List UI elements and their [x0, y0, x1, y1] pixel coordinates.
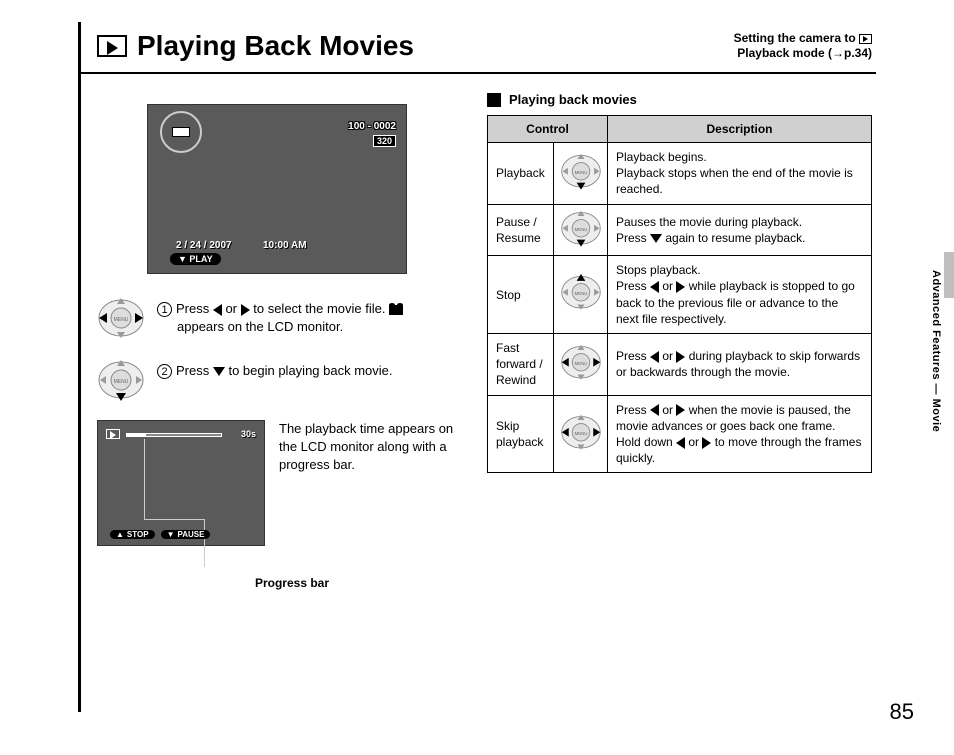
quality-badge: 320 — [373, 135, 396, 147]
duration-text: 30s — [241, 429, 256, 439]
control-name: Playback — [488, 143, 554, 205]
pause-pill: ▼ PAUSE — [161, 530, 211, 539]
control-name: Stop — [488, 256, 554, 334]
table-row: Skip playback Press or when the movie is … — [488, 395, 872, 473]
right-arrow-icon — [241, 304, 250, 316]
progress-fill — [126, 433, 146, 437]
control-icon — [554, 143, 608, 205]
callout-line — [204, 519, 205, 567]
table-row: Pause / Resume Pauses the movie during pl… — [488, 204, 872, 256]
callout-line — [144, 519, 204, 520]
table-row: Fast forward / Rewind Press or during pla… — [488, 334, 872, 396]
left-arrow-icon — [213, 304, 222, 316]
page-number: 85 — [890, 699, 914, 725]
control-name: Skip playback — [488, 395, 554, 473]
side-tab — [944, 252, 954, 298]
control-description: Pauses the movie during playback.Press a… — [608, 204, 872, 256]
control-description: Press or during playback to skip forward… — [608, 334, 872, 396]
control-description: Stops playback.Press or while playback i… — [608, 256, 872, 334]
control-name: Pause / Resume — [488, 204, 554, 256]
side-chapter-label: Advanced Features — Movie — [930, 270, 942, 432]
nav-pad-icon — [97, 296, 145, 340]
page-title: Playing Back Movies — [137, 30, 414, 62]
table-row: Stop Stops playback.Press or while playba… — [488, 256, 872, 334]
lcd-screen-1: 100 - 0002 320 2 / 24 / 2007 10:00 AM ▼ … — [147, 104, 407, 274]
step-1: 1Press or to select the movie file. appe… — [97, 296, 457, 340]
control-icon — [554, 256, 608, 334]
control-description: Press or when the movie is paused, the m… — [608, 395, 872, 473]
col-header-control: Control — [488, 116, 608, 143]
title-block: Playing Back Movies — [97, 30, 414, 62]
step-number: 1 — [157, 302, 172, 317]
table-row: Playback Playback begins.Playback stops w… — [488, 143, 872, 205]
callout-line — [144, 439, 145, 519]
section-heading: Playing back movies — [487, 92, 872, 107]
play-label: PLAY — [189, 254, 212, 264]
mode-badge-icon — [172, 127, 190, 137]
control-icon — [554, 395, 608, 473]
lcd2-row: 30s ▲ STOP ▼ PAUSE The playback time app… — [97, 420, 457, 546]
down-arrow-icon — [213, 367, 225, 376]
lcd-bottom-bar: ▲ STOP ▼ PAUSE — [110, 530, 210, 539]
content-columns: 100 - 0002 320 2 / 24 / 2007 10:00 AM ▼ … — [81, 74, 876, 590]
page-subtitle: Setting the camera to Playback mode (→p.… — [734, 31, 876, 62]
control-name: Fast forward / Rewind — [488, 334, 554, 396]
control-description: Playback begins.Playback stops when the … — [608, 143, 872, 205]
step-2-text: 2Press to begin playing back movie. — [157, 358, 393, 380]
lcd-screen-2: 30s ▲ STOP ▼ PAUSE — [97, 420, 265, 546]
control-icon — [554, 204, 608, 256]
subtitle-line1: Setting the camera to — [734, 31, 859, 45]
progress-bar-label: Progress bar — [127, 576, 457, 590]
playback-small-icon — [859, 34, 872, 44]
right-column: Playing back movies Control Description … — [487, 92, 872, 590]
controls-table: Control Description Playback Playback beg… — [487, 115, 872, 473]
frame-counter: 100 - 0002 — [348, 121, 396, 132]
lcd-date: 2 / 24 / 2007 — [176, 240, 232, 251]
play-small-icon — [106, 429, 120, 439]
step-number: 2 — [157, 364, 172, 379]
square-bullet-icon — [487, 93, 501, 107]
control-icon — [554, 334, 608, 396]
lcd-play-pill: ▼ PLAY — [170, 253, 221, 265]
step-1-text: 1Press or to select the movie file. appe… — [157, 296, 403, 336]
stop-pill: ▲ STOP — [110, 530, 155, 539]
lcd2-caption: The playback time appears on the LCD mon… — [279, 420, 455, 475]
section-title: Playing back movies — [509, 92, 637, 107]
page-header: Playing Back Movies Setting the camera t… — [81, 22, 876, 74]
lcd-time: 10:00 AM — [263, 240, 307, 251]
nav-pad-icon — [97, 358, 145, 402]
movie-icon — [389, 305, 403, 315]
col-header-description: Description — [608, 116, 872, 143]
page-frame: Playing Back Movies Setting the camera t… — [78, 22, 876, 712]
playback-icon — [97, 35, 127, 57]
step-2: 2Press to begin playing back movie. — [97, 358, 457, 402]
left-column: 100 - 0002 320 2 / 24 / 2007 10:00 AM ▼ … — [97, 92, 457, 590]
subtitle-line2: Playback mode (→p.34) — [737, 46, 872, 60]
